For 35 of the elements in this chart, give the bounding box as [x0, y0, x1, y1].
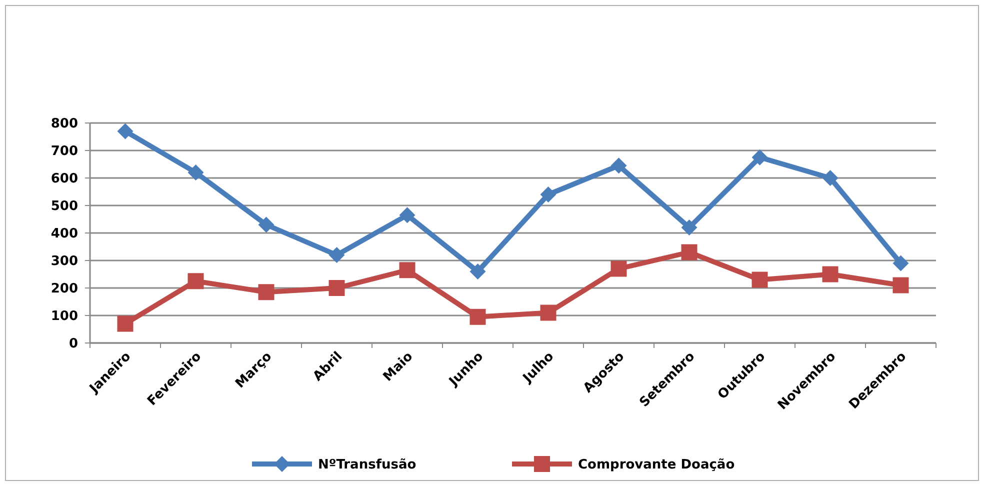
point	[540, 304, 556, 321]
point	[328, 280, 345, 296]
point	[822, 170, 838, 186]
point	[752, 149, 768, 166]
y-tick-label: 0	[68, 336, 78, 352]
point	[681, 220, 698, 236]
point	[610, 260, 627, 277]
y-tick-label: 400	[50, 226, 78, 242]
point	[892, 277, 909, 294]
point	[470, 264, 486, 280]
point	[328, 247, 345, 263]
point	[399, 207, 416, 224]
point	[117, 316, 134, 332]
point	[188, 164, 204, 180]
point	[117, 123, 134, 140]
point	[752, 272, 768, 288]
point	[399, 262, 416, 278]
point	[258, 216, 274, 233]
point	[470, 308, 486, 325]
point	[610, 158, 627, 174]
legend-label: Comprovante Doação	[578, 458, 735, 473]
y-tick-label: 800	[50, 116, 78, 132]
point	[258, 284, 274, 300]
y-tick-label: 500	[50, 199, 78, 214]
point	[681, 244, 698, 260]
point	[892, 255, 909, 272]
point	[540, 186, 556, 202]
y-tick-label: 700	[50, 144, 78, 160]
point	[822, 266, 838, 282]
legend-label: NºTransfusão	[318, 458, 416, 473]
y-tick-label: 300	[50, 254, 78, 270]
y-tick-label: 600	[50, 172, 78, 187]
y-tick-label: 100	[50, 309, 78, 324]
y-tick-label: 200	[50, 282, 78, 297]
point	[188, 273, 204, 290]
